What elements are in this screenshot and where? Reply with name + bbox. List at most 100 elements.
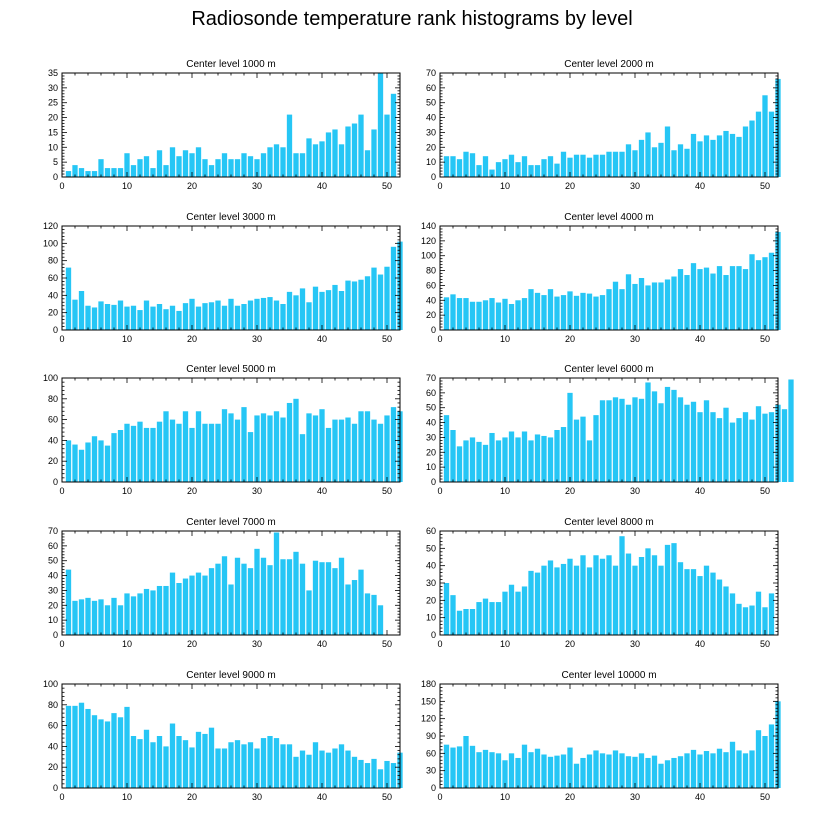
bar <box>450 747 456 788</box>
bar <box>729 422 736 482</box>
y-tick-label: 60 <box>48 721 58 731</box>
bar <box>325 562 332 635</box>
bar <box>612 750 619 788</box>
bar <box>169 419 176 482</box>
bar <box>690 133 697 177</box>
bar <box>606 754 612 788</box>
bar <box>723 586 729 635</box>
bar <box>508 753 515 788</box>
bar <box>710 412 716 482</box>
bar <box>703 400 710 482</box>
bar <box>130 425 137 482</box>
y-tick-label: 120 <box>421 714 436 724</box>
bar <box>390 407 397 482</box>
bar <box>612 397 619 482</box>
bar <box>377 605 384 635</box>
bar <box>651 147 658 177</box>
bar <box>319 409 325 482</box>
bar <box>273 411 280 482</box>
bar <box>143 427 150 482</box>
bar <box>534 572 541 635</box>
bar <box>286 402 293 482</box>
bar <box>677 269 684 330</box>
y-tick-label: 30 <box>48 585 58 595</box>
bar <box>267 147 273 177</box>
bar <box>463 151 469 177</box>
bar <box>215 159 221 177</box>
bar <box>515 300 521 330</box>
bar <box>645 757 651 788</box>
x-tick-label: 0 <box>437 792 442 802</box>
y-tick-label: 20 <box>426 142 436 152</box>
bar <box>469 745 476 788</box>
y-tick-label: 35 <box>48 68 58 78</box>
bar <box>638 557 645 635</box>
y-tick-label: 30 <box>426 578 436 588</box>
bar <box>91 715 98 788</box>
bar <box>137 310 143 330</box>
bar <box>312 560 319 635</box>
y-tick-label: 180 <box>421 679 436 689</box>
bar <box>632 756 638 788</box>
bar <box>469 609 476 635</box>
bar <box>495 440 502 482</box>
bar <box>645 285 651 330</box>
bar <box>228 584 234 635</box>
panel-7: Center level 7000 m 0 10 20 30 40 50 0 10 20 30 40 5… <box>48 517 401 649</box>
bar <box>612 151 619 177</box>
y-tick-label: 80 <box>48 700 58 710</box>
bar <box>293 756 299 788</box>
y-tick-label: 20 <box>48 308 58 318</box>
bar <box>443 415 450 482</box>
bar <box>124 306 130 330</box>
bar <box>65 569 72 635</box>
panel-3: Center level 3000 m 0 10 20 30 40 50 0 20 40 60 80 1… <box>43 212 403 344</box>
bar <box>599 753 606 788</box>
x-tick-label: 10 <box>500 792 510 802</box>
x-tick-label: 30 <box>630 334 640 344</box>
panel-title: Center level 6000 m <box>564 364 654 375</box>
bar <box>364 593 371 635</box>
bar <box>247 300 254 330</box>
bar <box>78 168 85 177</box>
bar <box>306 590 312 635</box>
bar <box>593 415 599 482</box>
bar <box>293 153 299 177</box>
bar <box>247 432 254 482</box>
bar <box>384 415 390 482</box>
bar <box>716 748 723 788</box>
bar <box>169 723 176 788</box>
bar <box>111 168 117 177</box>
bar <box>638 278 645 330</box>
bar <box>338 291 345 330</box>
bar <box>260 153 267 177</box>
x-tick-label: 20 <box>187 181 197 191</box>
y-tick-label: 20 <box>426 447 436 457</box>
bar <box>319 141 325 177</box>
y-tick-label: 100 <box>43 238 58 248</box>
bar <box>684 404 690 482</box>
bar <box>260 557 267 635</box>
bar <box>169 572 176 635</box>
x-tick-label: 10 <box>500 334 510 344</box>
bar <box>124 423 130 482</box>
y-tick-label: 60 <box>426 280 436 290</box>
bar <box>364 763 371 788</box>
x-tick-label: 50 <box>760 486 770 496</box>
bar <box>762 736 768 788</box>
x-tick-label: 0 <box>59 639 64 649</box>
bar <box>463 736 469 788</box>
bar <box>450 294 456 330</box>
bar <box>716 266 723 330</box>
bar <box>515 162 521 177</box>
bar <box>619 289 625 330</box>
bar <box>189 575 195 635</box>
bar <box>390 93 397 177</box>
panel-2: Center level 2000 m 0 10 20 30 40 50 0 10 20 30 40 5… <box>426 59 781 191</box>
bar <box>651 755 658 788</box>
bar <box>351 580 358 635</box>
bar <box>332 284 338 330</box>
bar <box>521 298 528 330</box>
bar <box>137 159 143 177</box>
bar <box>736 603 742 635</box>
